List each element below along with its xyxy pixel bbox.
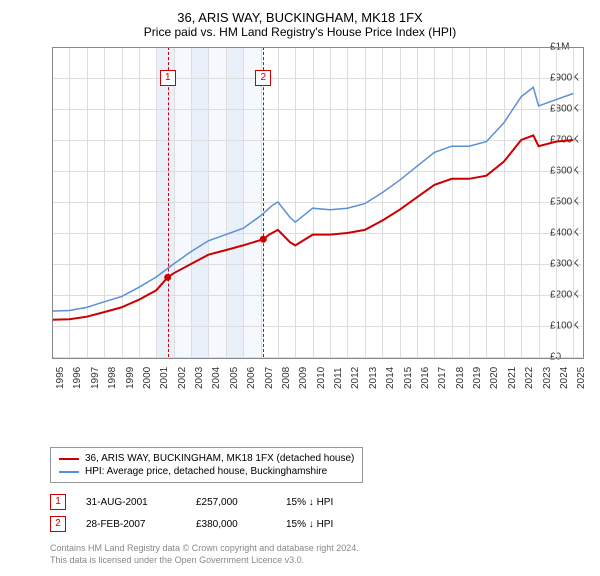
legend-label: HPI: Average price, detached house, Buck… [85, 466, 327, 477]
sale-price: £257,000 [196, 497, 266, 508]
x-tick-label: 2025 [576, 367, 587, 389]
x-tick-label: 2023 [542, 367, 553, 389]
x-tick-label: 2003 [194, 367, 205, 389]
x-tick-label: 2012 [350, 367, 361, 389]
x-tick-label: 2017 [437, 367, 448, 389]
x-tick-label: 2004 [211, 367, 222, 389]
title-block: 36, ARIS WAY, BUCKINGHAM, MK18 1FX Price… [10, 10, 590, 39]
x-tick-label: 1996 [72, 367, 83, 389]
x-tick-label: 2006 [246, 367, 257, 389]
sale-number-box: 2 [50, 516, 66, 532]
sale-row: 1 31-AUG-2001 £257,000 15% ↓ HPI [50, 491, 590, 513]
x-tick-label: 2008 [281, 367, 292, 389]
sale-date: 31-AUG-2001 [86, 497, 176, 508]
sale-row: 2 28-FEB-2007 £380,000 15% ↓ HPI [50, 513, 590, 535]
sale-hpi-delta: 15% ↓ HPI [286, 497, 366, 508]
x-tick-label: 1998 [107, 367, 118, 389]
footer-line-2: This data is licensed under the Open Gov… [50, 555, 590, 567]
x-tick-label: 2015 [403, 367, 414, 389]
x-tick-label: 2021 [507, 367, 518, 389]
sales-table: 1 31-AUG-2001 £257,000 15% ↓ HPI 2 28-FEB-200… [50, 491, 590, 535]
price-chart: £0£100K£200K£300K£400K£500K£600K£700K£80… [10, 47, 590, 407]
legend-item: 36, ARIS WAY, BUCKINGHAM, MK18 1FX (deta… [59, 452, 354, 465]
x-tick-label: 2019 [472, 367, 483, 389]
sale-price: £380,000 [196, 519, 266, 530]
x-tick-label: 2016 [420, 367, 431, 389]
sale-number-box: 1 [50, 494, 66, 510]
x-tick-label: 2014 [385, 367, 396, 389]
sale-hpi-delta: 15% ↓ HPI [286, 519, 366, 530]
plot-area [52, 47, 584, 359]
x-tick-label: 2002 [177, 367, 188, 389]
chart-title: 36, ARIS WAY, BUCKINGHAM, MK18 1FX [10, 10, 590, 25]
x-tick-label: 2005 [229, 367, 240, 389]
x-tick-label: 2000 [142, 367, 153, 389]
footer-line-1: Contains HM Land Registry data © Crown c… [50, 543, 590, 555]
x-tick-label: 2022 [524, 367, 535, 389]
x-tick-label: 1995 [55, 367, 66, 389]
x-tick-label: 2024 [559, 367, 570, 389]
x-tick-label: 2018 [455, 367, 466, 389]
x-tick-label: 1999 [125, 367, 136, 389]
legend-item: HPI: Average price, detached house, Buck… [59, 465, 354, 478]
x-tick-label: 2009 [298, 367, 309, 389]
chart-subtitle: Price paid vs. HM Land Registry's House … [10, 25, 590, 39]
legend-swatch [59, 471, 79, 473]
x-tick-label: 2013 [368, 367, 379, 389]
sale-date: 28-FEB-2007 [86, 519, 176, 530]
x-tick-label: 2001 [159, 367, 170, 389]
x-tick-label: 2020 [489, 367, 500, 389]
x-tick-label: 2007 [264, 367, 275, 389]
x-tick-label: 2011 [333, 367, 344, 389]
legend-label: 36, ARIS WAY, BUCKINGHAM, MK18 1FX (deta… [85, 453, 354, 464]
legend: 36, ARIS WAY, BUCKINGHAM, MK18 1FX (deta… [50, 447, 363, 483]
x-tick-label: 1997 [90, 367, 101, 389]
footer-attribution: Contains HM Land Registry data © Crown c… [50, 543, 590, 566]
legend-swatch [59, 458, 79, 460]
x-tick-label: 2010 [316, 367, 327, 389]
